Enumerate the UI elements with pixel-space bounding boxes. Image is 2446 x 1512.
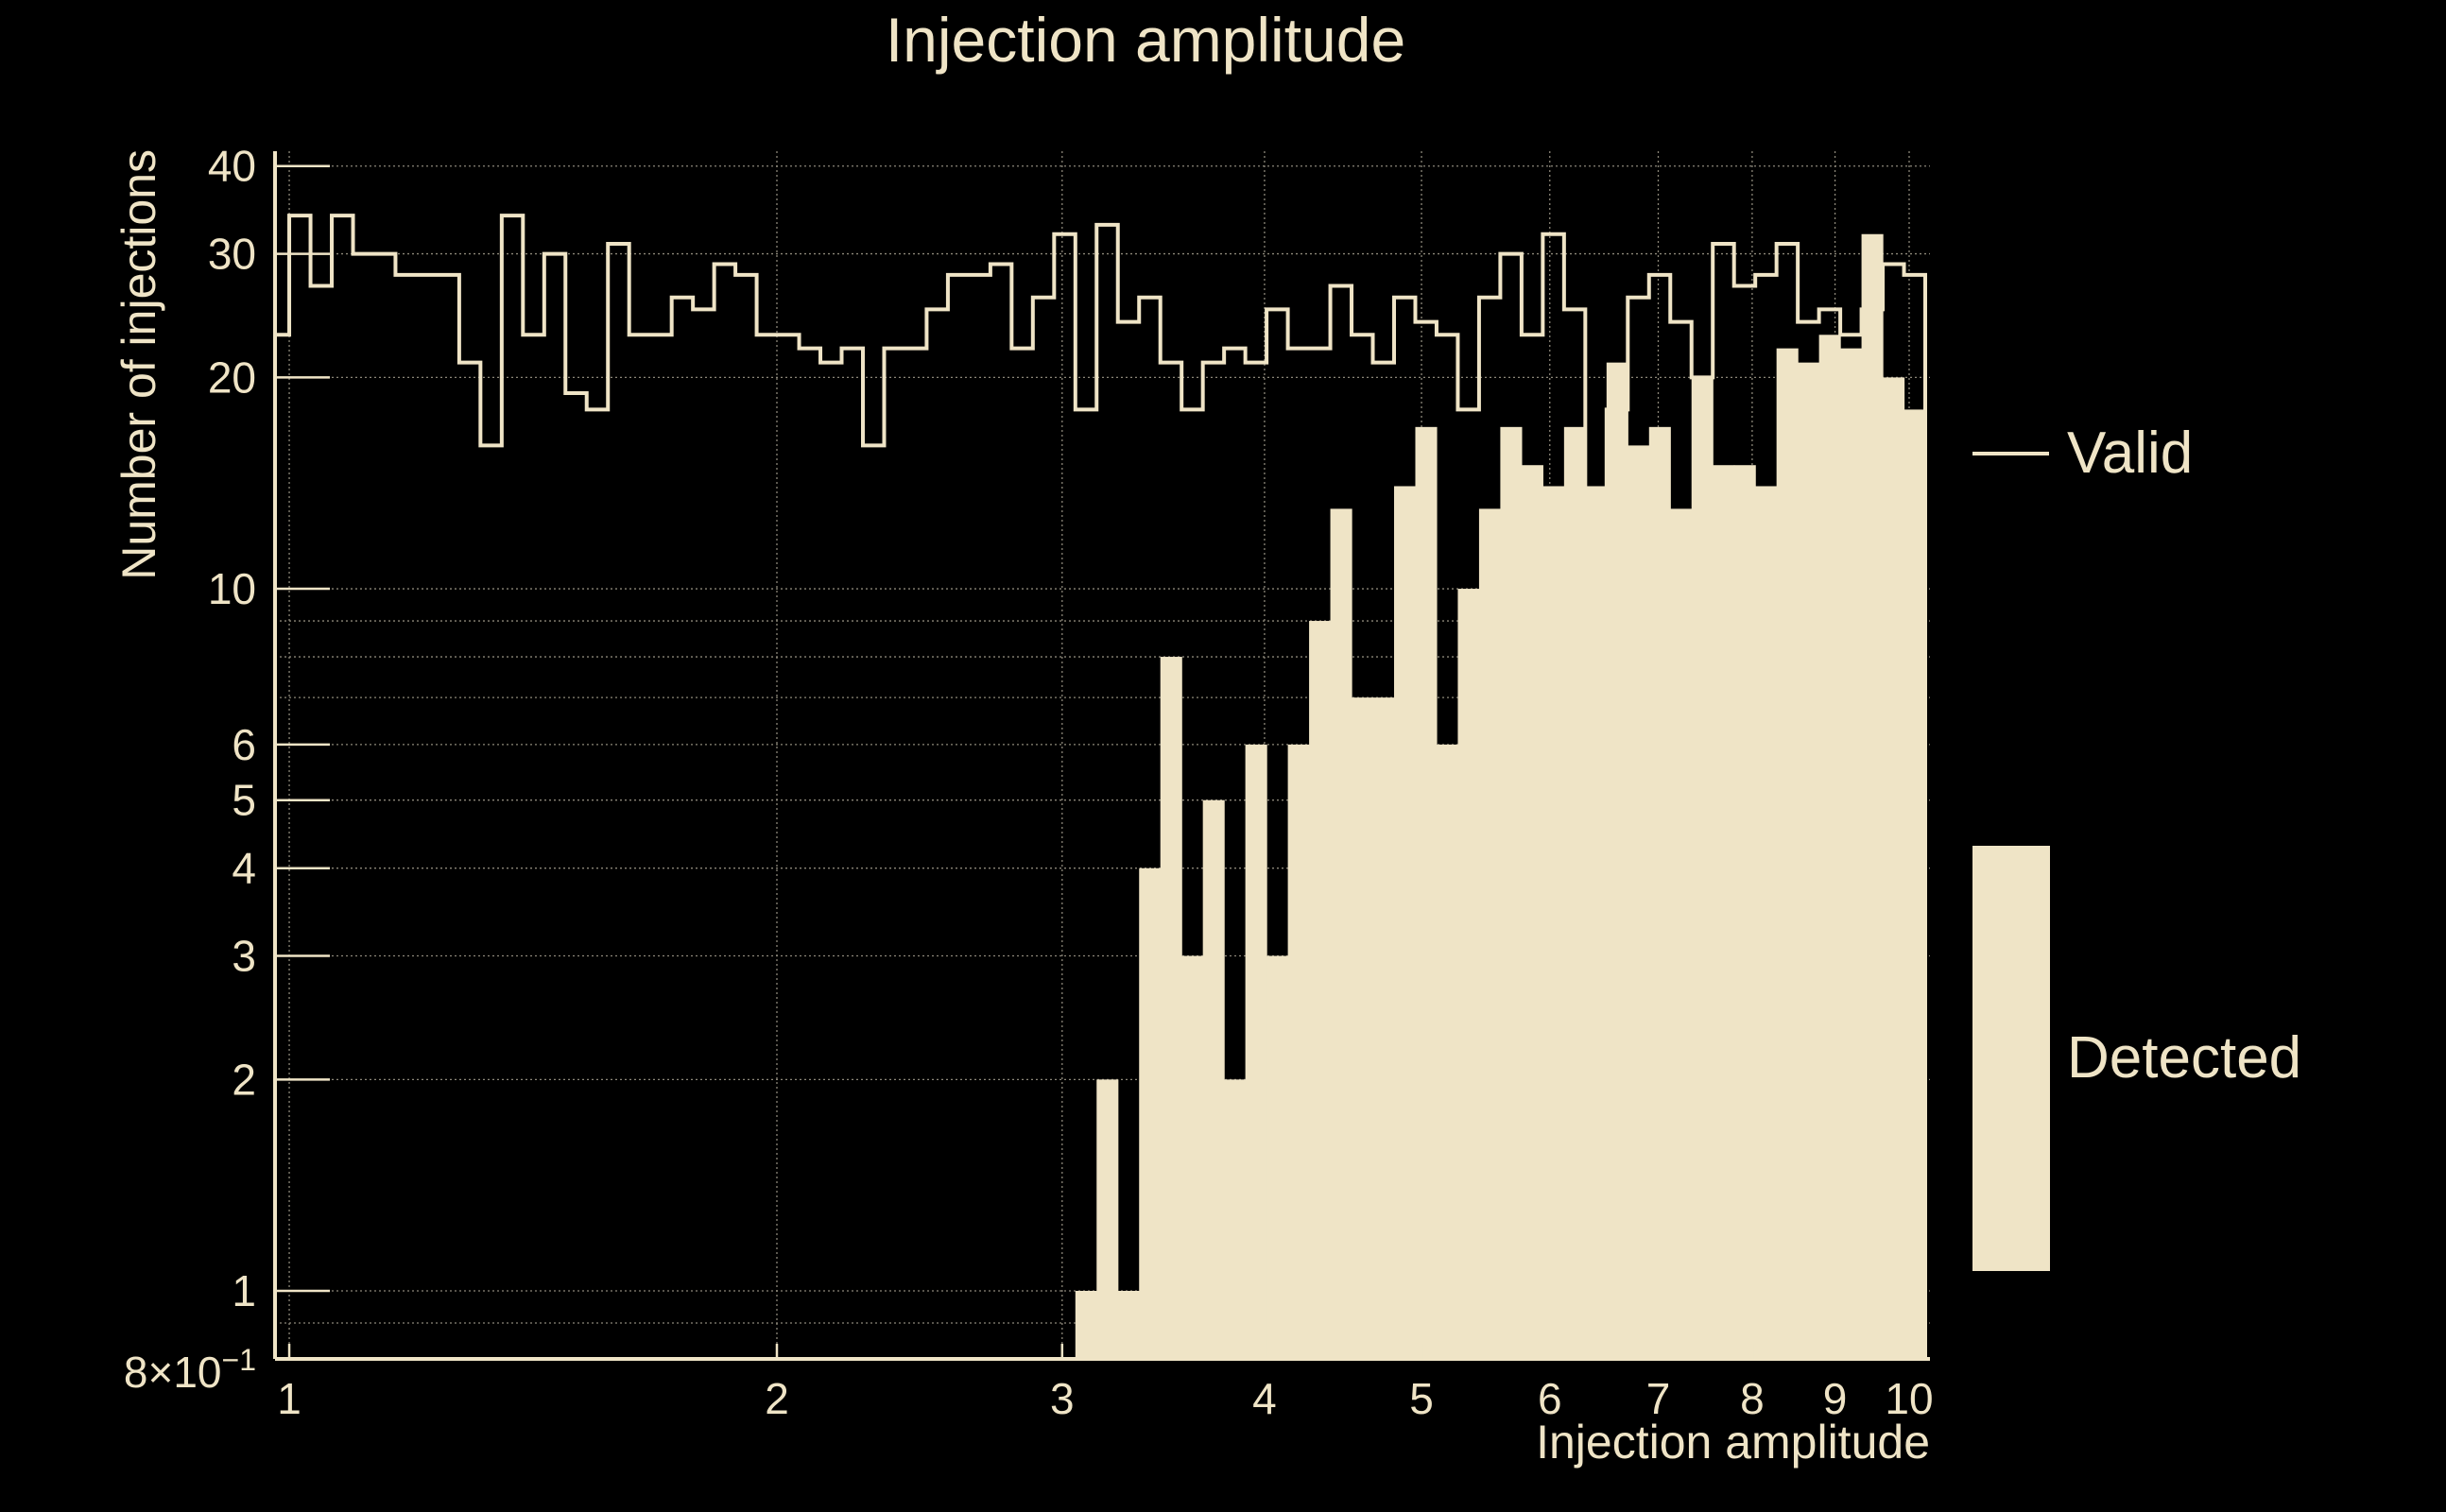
detected-bar	[1628, 445, 1650, 1359]
detected-bar	[1713, 465, 1735, 1360]
detected-bar	[1755, 486, 1778, 1359]
x-axis-label: Injection amplitude	[1536, 1416, 1930, 1469]
y-tick-label: 20	[208, 352, 256, 402]
x-tick-label: 3	[1050, 1374, 1075, 1423]
x-tick-label: 9	[1823, 1374, 1848, 1423]
detected-bar	[1075, 1291, 1097, 1359]
detected-bar	[1415, 426, 1438, 1360]
detected-bar	[1096, 1079, 1119, 1359]
y-tick-label: 40	[208, 142, 256, 191]
y-tick-label: 3	[232, 932, 256, 981]
detected-bar	[1585, 486, 1608, 1359]
detected-bar	[1861, 233, 1884, 1359]
detected-bar	[1776, 348, 1799, 1360]
detected-bar	[1202, 799, 1225, 1359]
detected-bar	[1181, 955, 1204, 1359]
detected-bar	[1245, 744, 1267, 1359]
y-tick-label: 2	[232, 1055, 256, 1104]
x-tick-label: 10	[1885, 1374, 1933, 1423]
detected-bar	[1521, 465, 1543, 1360]
detected-bar	[1542, 486, 1565, 1359]
legend: Valid Detected	[1972, 421, 2301, 1271]
detected-bar	[1372, 697, 1395, 1359]
y-tick-label: 6	[232, 720, 256, 769]
y-tick-label: 1	[232, 1266, 256, 1315]
y-tick-label: 4	[232, 844, 256, 893]
detected-bar	[1436, 744, 1459, 1359]
axes	[273, 151, 1930, 1361]
detected-bar	[1903, 409, 1926, 1359]
x-tick-label: 2	[765, 1374, 789, 1423]
detected-bar	[1309, 621, 1332, 1359]
chart-title: Injection amplitude	[886, 5, 1405, 75]
detected-bar	[1733, 465, 1756, 1360]
detected-bar	[1139, 868, 1162, 1359]
y-tick-label: 10	[208, 564, 256, 613]
y-tick-label: 30	[208, 230, 256, 279]
detected-bar	[1500, 426, 1523, 1360]
detected-bar	[1670, 508, 1693, 1359]
detected-bar	[1160, 657, 1182, 1359]
detected-bars	[1075, 233, 1926, 1360]
detected-bar	[1691, 377, 1714, 1359]
detected-bar	[1798, 362, 1820, 1359]
detected-bar	[1648, 426, 1671, 1360]
legend-detected-swatch	[1972, 846, 2050, 1271]
y-tick-label-min-exponent: −1	[222, 1343, 256, 1377]
detected-bar	[1330, 508, 1352, 1359]
detected-bar	[1563, 426, 1586, 1360]
x-tick-label: 6	[1538, 1374, 1562, 1423]
detected-bar	[1287, 744, 1310, 1359]
detected-bar	[1394, 486, 1417, 1359]
detected-bar	[1818, 335, 1841, 1359]
y-axis-label: Number of injections	[112, 149, 165, 580]
x-tick-label: 7	[1646, 1374, 1671, 1423]
x-tick-label: 5	[1409, 1374, 1434, 1423]
valid-step-line	[273, 214, 1927, 1359]
detected-bar	[1478, 508, 1502, 1359]
x-tick-label: 8	[1740, 1374, 1765, 1423]
detected-bar	[1883, 377, 1905, 1359]
y-tick-label: 5	[232, 776, 256, 825]
legend-valid-label: Valid	[2067, 421, 2193, 486]
detected-bar	[1266, 955, 1289, 1359]
detected-bar	[1117, 1291, 1140, 1359]
detected-bar	[1352, 697, 1374, 1359]
legend-detected-label: Detected	[2067, 1025, 2301, 1091]
detected-bar	[1457, 589, 1480, 1359]
detected-bar	[1606, 362, 1628, 1359]
x-tick-label: 1	[277, 1374, 301, 1423]
detected-bar	[1840, 348, 1863, 1360]
detected-bar	[1224, 1079, 1247, 1359]
x-tick-label: 4	[1252, 1374, 1277, 1423]
